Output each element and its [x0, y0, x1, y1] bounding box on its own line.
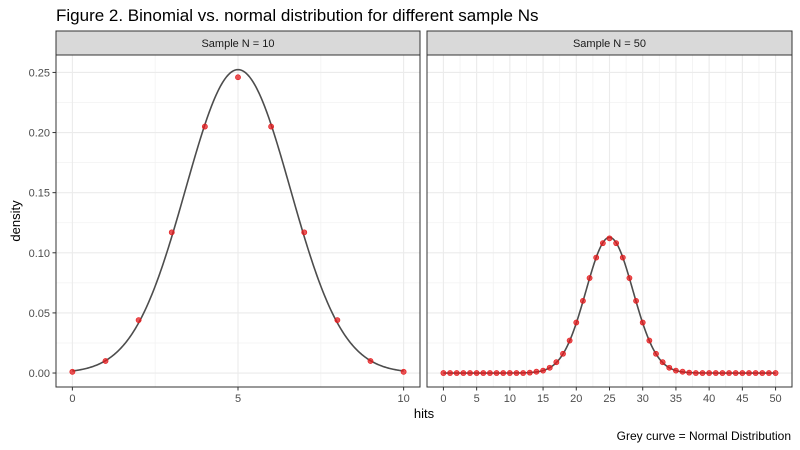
binomial-point — [460, 370, 467, 376]
binomial-point — [633, 297, 639, 304]
binomial-point — [732, 370, 739, 376]
binomial-point — [566, 337, 573, 344]
binomial-point — [400, 368, 407, 375]
y-axis-title: density — [8, 200, 23, 242]
binomial-point — [586, 275, 593, 281]
binomial-point — [506, 370, 513, 376]
binomial-point — [692, 370, 699, 376]
binomial-point — [746, 370, 752, 376]
x-tick-label: 45 — [736, 393, 748, 405]
y-tick-label: 0.10 — [29, 248, 50, 260]
x-tick-label: 0 — [69, 393, 75, 405]
binomial-point — [673, 367, 679, 374]
x-tick-label: 50 — [769, 393, 781, 405]
binomial-point — [653, 350, 659, 357]
x-tick-label: 20 — [570, 393, 582, 405]
binomial-point — [772, 370, 779, 376]
chart-title: Figure 2. Binomial vs. normal distributi… — [56, 6, 539, 25]
facet-strip — [55, 30, 421, 56]
binomial-point — [699, 370, 706, 376]
binomial-point — [235, 74, 241, 81]
binomial-point — [69, 368, 76, 375]
binomial-point — [666, 364, 673, 371]
x-tick-label: 10 — [504, 393, 516, 405]
facet-strip — [426, 30, 793, 56]
x-tick-label: 30 — [637, 393, 649, 405]
binomial-point — [560, 350, 566, 357]
binomial-point — [447, 370, 453, 376]
normal-curve — [72, 68, 404, 372]
binomial-point — [301, 229, 308, 236]
x-tick-label: 25 — [603, 393, 615, 405]
binomial-point — [593, 254, 600, 261]
binomial-point — [646, 337, 653, 344]
x-tick-label: 5 — [474, 393, 480, 405]
y-tick-label: 0.25 — [29, 67, 50, 79]
binomial-point — [487, 370, 493, 376]
binomial-point — [759, 370, 766, 376]
x-tick-label: 35 — [670, 393, 682, 405]
binomial-point — [520, 370, 527, 376]
binomial-point — [540, 367, 546, 374]
x-tick-label: 5 — [235, 393, 241, 405]
binomial-point — [573, 319, 580, 326]
binomial-point — [102, 358, 109, 364]
y-tick-label: 0.00 — [29, 368, 50, 380]
y-tick-label: 0.15 — [29, 188, 50, 200]
binomial-point — [467, 370, 473, 376]
binomial-point — [440, 370, 447, 376]
binomial-point — [613, 240, 620, 247]
binomial-point — [659, 359, 666, 366]
binomial-point — [493, 370, 500, 376]
binomial-point — [719, 370, 726, 376]
binomial-point — [526, 369, 533, 376]
x-tick-label: 10 — [397, 393, 409, 405]
binomial-point — [135, 317, 142, 324]
binomial-point — [606, 235, 613, 242]
binomial-point — [639, 319, 646, 326]
binomial-point — [739, 370, 746, 376]
x-tick-label: 40 — [703, 393, 715, 405]
binomial-point — [726, 370, 732, 376]
binomial-point — [712, 370, 719, 376]
binomial-point — [686, 369, 693, 376]
binomial-point — [553, 359, 560, 366]
x-tick-label: 15 — [537, 393, 549, 405]
binomial-point — [268, 123, 275, 130]
binomial-point — [679, 368, 686, 375]
binomial-point — [334, 317, 341, 324]
binomial-point — [619, 254, 626, 261]
binomial-point — [599, 240, 606, 247]
y-tick-label: 0.20 — [29, 128, 50, 140]
binomial-point — [533, 368, 540, 375]
y-tick-label: 0.05 — [29, 308, 50, 320]
binomial-point — [367, 358, 374, 364]
facet-label: Sample N = 50 — [573, 38, 646, 50]
binomial-point — [706, 370, 713, 376]
x-axis-title: hits — [414, 406, 435, 421]
binomial-point — [168, 229, 175, 236]
binomial-point — [513, 370, 520, 376]
binomial-point — [473, 370, 480, 376]
x-tick-label: 0 — [440, 393, 446, 405]
binomial-point — [453, 370, 460, 376]
binomial-point — [766, 370, 772, 376]
binomial-point — [752, 370, 759, 376]
binomial-point — [201, 123, 208, 130]
facet-label: Sample N = 10 — [201, 38, 274, 50]
chart-caption: Grey curve = Normal Distribution — [616, 429, 791, 443]
binomial-point — [546, 364, 553, 371]
binomial-point — [500, 370, 507, 376]
binomial-point — [626, 275, 633, 281]
binomial-point — [580, 297, 586, 304]
binomial-point — [480, 370, 487, 376]
